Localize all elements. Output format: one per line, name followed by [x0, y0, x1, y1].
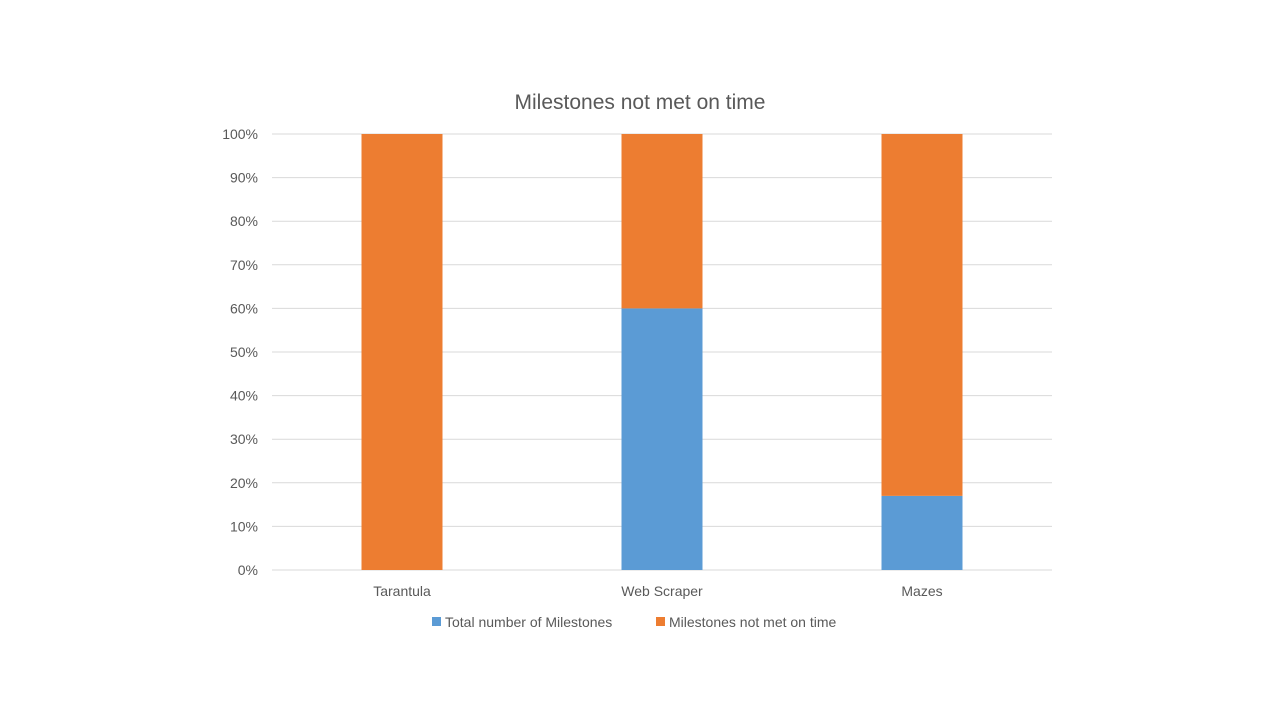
- legend-label: Total number of Milestones: [445, 614, 612, 630]
- bars: [361, 134, 963, 570]
- legend-swatch: [656, 617, 665, 626]
- y-tick-label: 10%: [230, 518, 258, 534]
- bar-segment: [621, 308, 703, 570]
- y-tick-label: 20%: [230, 475, 258, 491]
- x-category-label: Web Scraper: [621, 583, 703, 599]
- y-tick-label: 30%: [230, 431, 258, 447]
- legend-swatch: [432, 617, 441, 626]
- y-tick-label: 80%: [230, 213, 258, 229]
- y-tick-label: 90%: [230, 170, 258, 186]
- bar-segment: [881, 134, 963, 496]
- bar-segment: [881, 495, 963, 570]
- y-tick-label: 70%: [230, 257, 258, 273]
- chart-title: Milestones not met on time: [515, 91, 766, 114]
- x-category-label: Mazes: [901, 583, 942, 599]
- legend-label: Milestones not met on time: [669, 614, 837, 630]
- x-axis-category-labels: Tarantula Web Scraper Mazes: [373, 583, 942, 599]
- bar-segment: [361, 134, 443, 570]
- y-axis-tick-labels: 0% 10% 20% 30% 40% 50% 60% 70% 80% 90% 100%: [222, 126, 258, 578]
- y-tick-label: 60%: [230, 300, 258, 316]
- y-tick-label: 50%: [230, 344, 258, 360]
- y-tick-label: 0%: [238, 562, 258, 578]
- legend: Total number of Milestones Milestones not…: [432, 614, 837, 630]
- x-category-label: Tarantula: [373, 583, 431, 599]
- y-tick-label: 40%: [230, 388, 258, 404]
- y-tick-label: 100%: [222, 126, 258, 142]
- bar-segment: [621, 134, 703, 309]
